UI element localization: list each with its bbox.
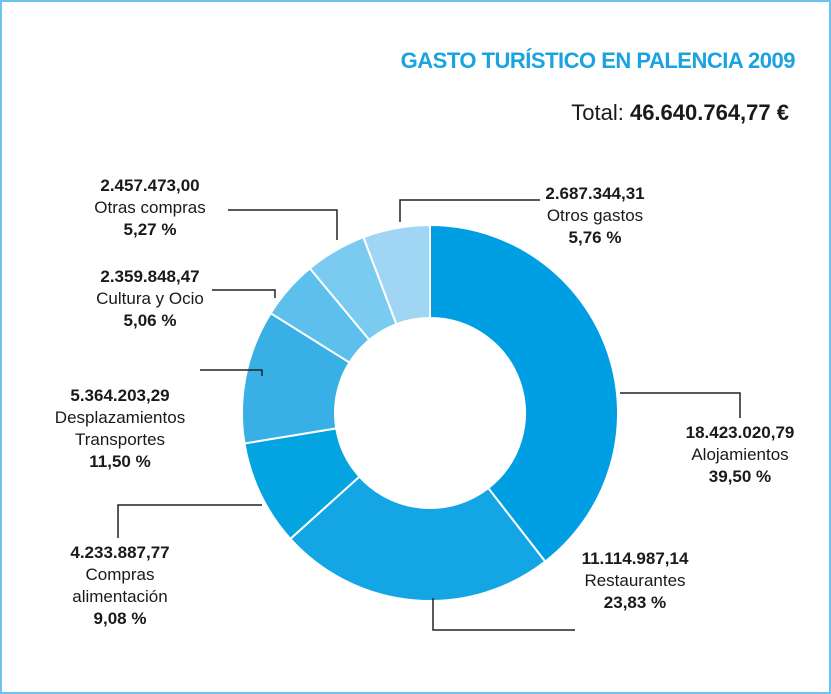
total-label: Total:: [571, 100, 624, 125]
slice: [362, 223, 431, 326]
value-label: 5,06 %: [123, 311, 177, 330]
slice-label: 2.687.344,31 Otros gastos 5,76 %: [485, 183, 705, 249]
category-label: Otros gastos: [546, 206, 644, 225]
amount-label: 2.457.473,00: [100, 176, 200, 195]
amount-label: 18.423.020,79: [685, 423, 795, 442]
category-label: Otras compras: [94, 198, 206, 217]
leader: [200, 369, 263, 376]
amount-label: 2.359.848,47: [100, 267, 200, 286]
value-label: 5,76 %: [568, 228, 622, 247]
slice-label: 18.423.020,79 Alojamientos 39,50 %: [630, 422, 831, 488]
leader: [117, 504, 262, 538]
chart-title: GASTO TURÍSTICO EN PALENCIA 2009: [400, 48, 796, 73]
value-label: 11,50 %: [89, 452, 151, 471]
value-label: 39,50 %: [708, 467, 772, 486]
slice: [429, 223, 619, 563]
amount-label: 2.687.344,31: [545, 184, 645, 203]
leader: [212, 289, 276, 298]
amount-label: 11.114.987,14: [581, 549, 689, 568]
leader: [620, 392, 741, 418]
slice-label: 11.114.987,14 Restaurantes 23,83 %: [525, 548, 745, 614]
total: Total: 46.640.764,77 €: [571, 100, 789, 126]
slice: [288, 475, 547, 602]
value-label: 9,08 %: [93, 609, 147, 628]
category-label: Cultura y Ocio: [96, 289, 204, 308]
value-label: 23,83 %: [603, 593, 667, 612]
slice-label: 5.364.203,29 Desplazamientos Transportes 1…: [10, 385, 230, 473]
slice-label: 4.233.887,77 Compras alimentación 9,08 %: [10, 542, 230, 630]
amount-label: 5.364.203,29: [70, 386, 170, 405]
leader: [399, 199, 540, 222]
category-label: Desplazamientos Transportes: [54, 408, 186, 449]
category-label: Restaurantes: [584, 571, 686, 590]
total-value: 46.640.764,77 €: [629, 100, 789, 125]
slice-label: 2.457.473,00 Otras compras 5,27 %: [40, 175, 260, 241]
leader: [432, 598, 575, 631]
category-label: Compras alimentación: [72, 565, 168, 606]
amount-label: 4.233.887,77: [70, 543, 170, 562]
category-label: Alojamientos: [691, 445, 789, 464]
value-label: 5,27 %: [123, 220, 177, 239]
leader: [228, 209, 338, 240]
slice-label: 2.359.848,47 Cultura y Ocio 5,06 %: [40, 266, 260, 332]
